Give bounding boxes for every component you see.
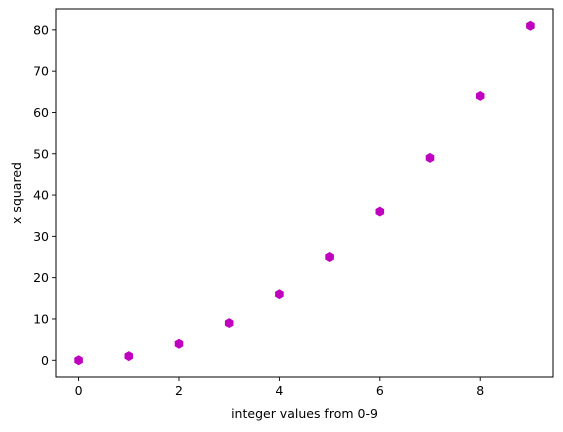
y-axis-ticks: 0 10 20 30 40 50 60 70 80 (33, 22, 56, 368)
y-tick-label: 0 (41, 353, 49, 368)
x-tick-label: 8 (476, 383, 484, 398)
y-tick-label: 70 (33, 64, 49, 79)
data-point (174, 338, 184, 349)
y-tick-label: 50 (33, 146, 49, 161)
y-tick-label: 60 (33, 105, 49, 120)
x-tick-label: 0 (75, 383, 83, 398)
x-tick-label: 2 (175, 383, 183, 398)
x-axis-ticks: 0 2 4 6 8 (75, 377, 484, 398)
data-point (124, 351, 134, 362)
y-tick-label: 40 (33, 188, 49, 203)
x-tick-label: 4 (275, 383, 283, 398)
data-point (475, 90, 485, 101)
data-point (526, 20, 535, 31)
y-axis-label: x squared (9, 162, 24, 224)
y-tick-label: 10 (33, 311, 49, 326)
data-points (74, 20, 535, 366)
y-tick-label: 20 (33, 270, 49, 285)
data-point (425, 152, 435, 163)
data-point (74, 355, 83, 366)
data-point (275, 289, 284, 300)
plot-frame (55, 8, 554, 378)
x-axis-label: integer values from 0-9 (231, 406, 378, 421)
data-point (224, 318, 234, 329)
y-tick-label: 30 (33, 229, 49, 244)
x-tick-label: 6 (376, 383, 384, 398)
data-point (325, 252, 334, 262)
y-tick-label: 80 (33, 22, 49, 37)
data-point (375, 206, 385, 217)
